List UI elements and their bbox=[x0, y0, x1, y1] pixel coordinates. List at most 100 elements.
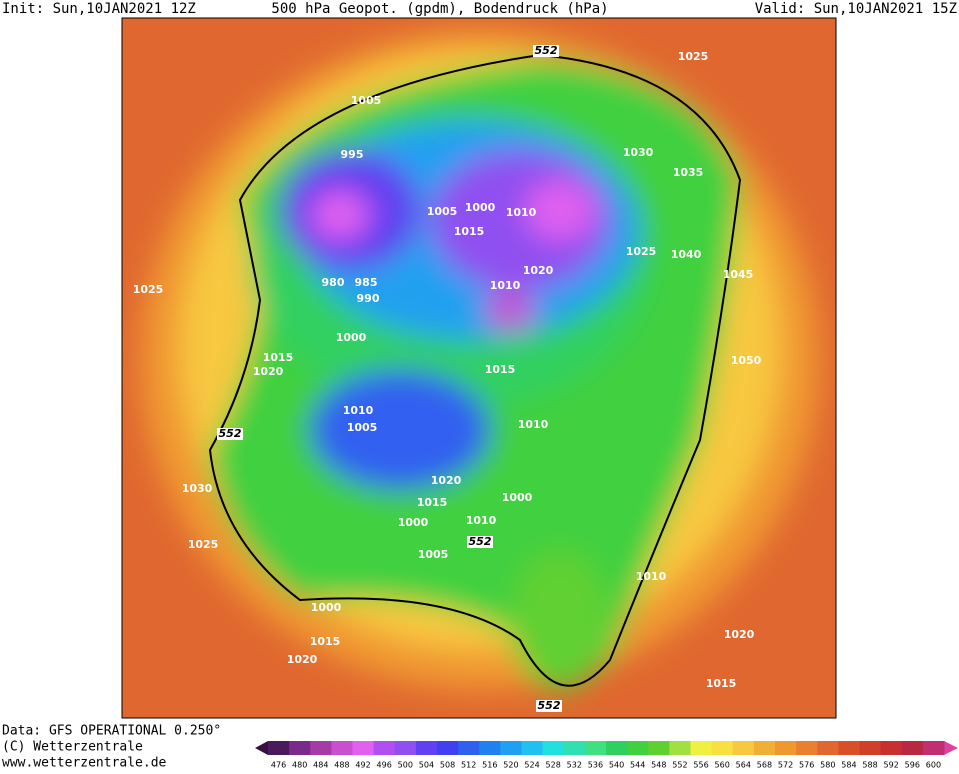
pressure-label: 1040 bbox=[671, 248, 702, 261]
colorbar-swatch bbox=[627, 741, 649, 755]
colorbar-swatch bbox=[753, 741, 776, 755]
colorbar-swatch bbox=[437, 741, 459, 755]
colorbar-label: 512 bbox=[461, 761, 476, 770]
copyright: (C) Wetterzentrale bbox=[2, 740, 143, 755]
pressure-label: 1025 bbox=[133, 283, 164, 296]
colorbar-swatch bbox=[268, 741, 290, 755]
colorbar-label: 596 bbox=[905, 761, 920, 770]
colorbar-swatch bbox=[394, 741, 417, 755]
colorbar-label: 584 bbox=[841, 761, 856, 770]
colorbar-swatch bbox=[415, 741, 438, 755]
height-label-box bbox=[217, 428, 243, 440]
colorbar-swatch bbox=[901, 741, 924, 755]
map-field bbox=[122, 18, 836, 718]
pressure-label: 995 bbox=[341, 148, 364, 161]
height-label: 552 bbox=[219, 427, 242, 440]
colorbar-swatch bbox=[838, 741, 860, 755]
pressure-label: 1035 bbox=[673, 166, 704, 179]
colorbar-swatch bbox=[310, 741, 332, 755]
height-label-box bbox=[536, 700, 562, 712]
pressure-label: 1030 bbox=[623, 146, 654, 159]
pressure-label: 1015 bbox=[485, 363, 516, 376]
colorbar-swatch bbox=[289, 741, 311, 755]
pressure-label: 1025 bbox=[188, 538, 219, 551]
colorbar-label: 520 bbox=[503, 761, 518, 770]
colorbar-label: 508 bbox=[440, 761, 455, 770]
colorbar-high-arrow bbox=[944, 741, 958, 755]
colorbar-label: 576 bbox=[799, 761, 814, 770]
colorbar-label: 572 bbox=[778, 761, 793, 770]
colorbar-label: 600 bbox=[926, 761, 941, 770]
data-source: Data: GFS OPERATIONAL 0.250° bbox=[2, 724, 221, 739]
pressure-label: 1050 bbox=[731, 354, 762, 367]
colorbar-swatch bbox=[732, 741, 755, 755]
colorbar-label: 540 bbox=[609, 761, 624, 770]
colorbar-swatch bbox=[669, 741, 691, 755]
pressure-label: 1010 bbox=[490, 279, 521, 292]
colorbar-swatch bbox=[479, 741, 501, 755]
pressure-label: 1010 bbox=[636, 570, 667, 583]
valid-time: Valid: Sun,10JAN2021 15Z bbox=[755, 1, 957, 17]
height-label-box bbox=[467, 536, 493, 548]
pressure-label: 1025 bbox=[626, 245, 657, 258]
colorbar-label: 592 bbox=[884, 761, 899, 770]
colorbar-swatch bbox=[690, 741, 713, 755]
colorbar-label: 560 bbox=[715, 761, 730, 770]
pressure-label: 1010 bbox=[506, 206, 537, 219]
colorbar-swatch bbox=[859, 741, 882, 755]
colorbar-label: 500 bbox=[398, 761, 413, 770]
colorbar-swatch bbox=[331, 741, 353, 755]
pressure-label: 1010 bbox=[518, 418, 549, 431]
colorbar-label: 504 bbox=[419, 761, 434, 770]
pressure-label: 1030 bbox=[182, 482, 213, 495]
colorbar-label: 496 bbox=[377, 761, 392, 770]
colorbar-label: 488 bbox=[334, 761, 349, 770]
colorbar-label: 552 bbox=[672, 761, 687, 770]
colorbar-label: 548 bbox=[651, 761, 666, 770]
website: www.wetterzentrale.de bbox=[2, 756, 167, 771]
colorbar-swatch bbox=[711, 741, 734, 755]
pressure-label: 1045 bbox=[723, 268, 754, 281]
colorbar-label: 568 bbox=[757, 761, 772, 770]
colorbar-swatch bbox=[563, 741, 586, 755]
colorbar-label: 532 bbox=[567, 761, 582, 770]
pressure-label: 1015 bbox=[263, 351, 294, 364]
pressure-label: 1015 bbox=[706, 677, 737, 690]
colorbar-label: 528 bbox=[546, 761, 561, 770]
colorbar-label: 480 bbox=[292, 761, 307, 770]
colorbar-swatch bbox=[352, 741, 375, 755]
pressure-label: 1020 bbox=[724, 628, 755, 641]
map-title: 500 hPa Geopot. (gpdm), Bodendruck (hPa) bbox=[271, 1, 608, 17]
pressure-label: 990 bbox=[357, 292, 380, 305]
colorbar-swatch bbox=[500, 741, 522, 755]
colorbar-label: 476 bbox=[271, 761, 286, 770]
pressure-label: 1015 bbox=[417, 496, 448, 509]
pressure-label: 1000 bbox=[336, 331, 367, 344]
pressure-label: 985 bbox=[355, 276, 378, 289]
pressure-label: 980 bbox=[322, 276, 345, 289]
colorbar-swatch bbox=[796, 741, 818, 755]
colorbar-swatch bbox=[542, 741, 565, 755]
colorbar-label: 556 bbox=[693, 761, 708, 770]
height-label: 552 bbox=[538, 699, 561, 712]
height-label: 552 bbox=[535, 44, 558, 57]
colorbar-low-arrow bbox=[255, 741, 268, 755]
colorbar-label: 580 bbox=[820, 761, 835, 770]
colorbar-swatch bbox=[458, 741, 480, 755]
pressure-label: 1000 bbox=[311, 601, 342, 614]
colorbar-swatch bbox=[775, 741, 797, 755]
init-time: Init: Sun,10JAN2021 12Z bbox=[2, 1, 196, 17]
colorbar-label: 484 bbox=[313, 761, 328, 770]
colorbar-label: 588 bbox=[862, 761, 877, 770]
map-frame bbox=[121, 17, 837, 719]
pressure-label: 1000 bbox=[465, 201, 496, 214]
pressure-label: 1005 bbox=[427, 205, 458, 218]
pressure-label: 1015 bbox=[310, 635, 341, 648]
colorbar-swatch bbox=[521, 741, 544, 755]
pressure-label: 1020 bbox=[253, 365, 284, 378]
colorbar-label: 516 bbox=[482, 761, 497, 770]
pressure-label: 1005 bbox=[418, 548, 449, 561]
height-label: 552 bbox=[469, 535, 492, 548]
pressure-label: 1000 bbox=[502, 491, 533, 504]
